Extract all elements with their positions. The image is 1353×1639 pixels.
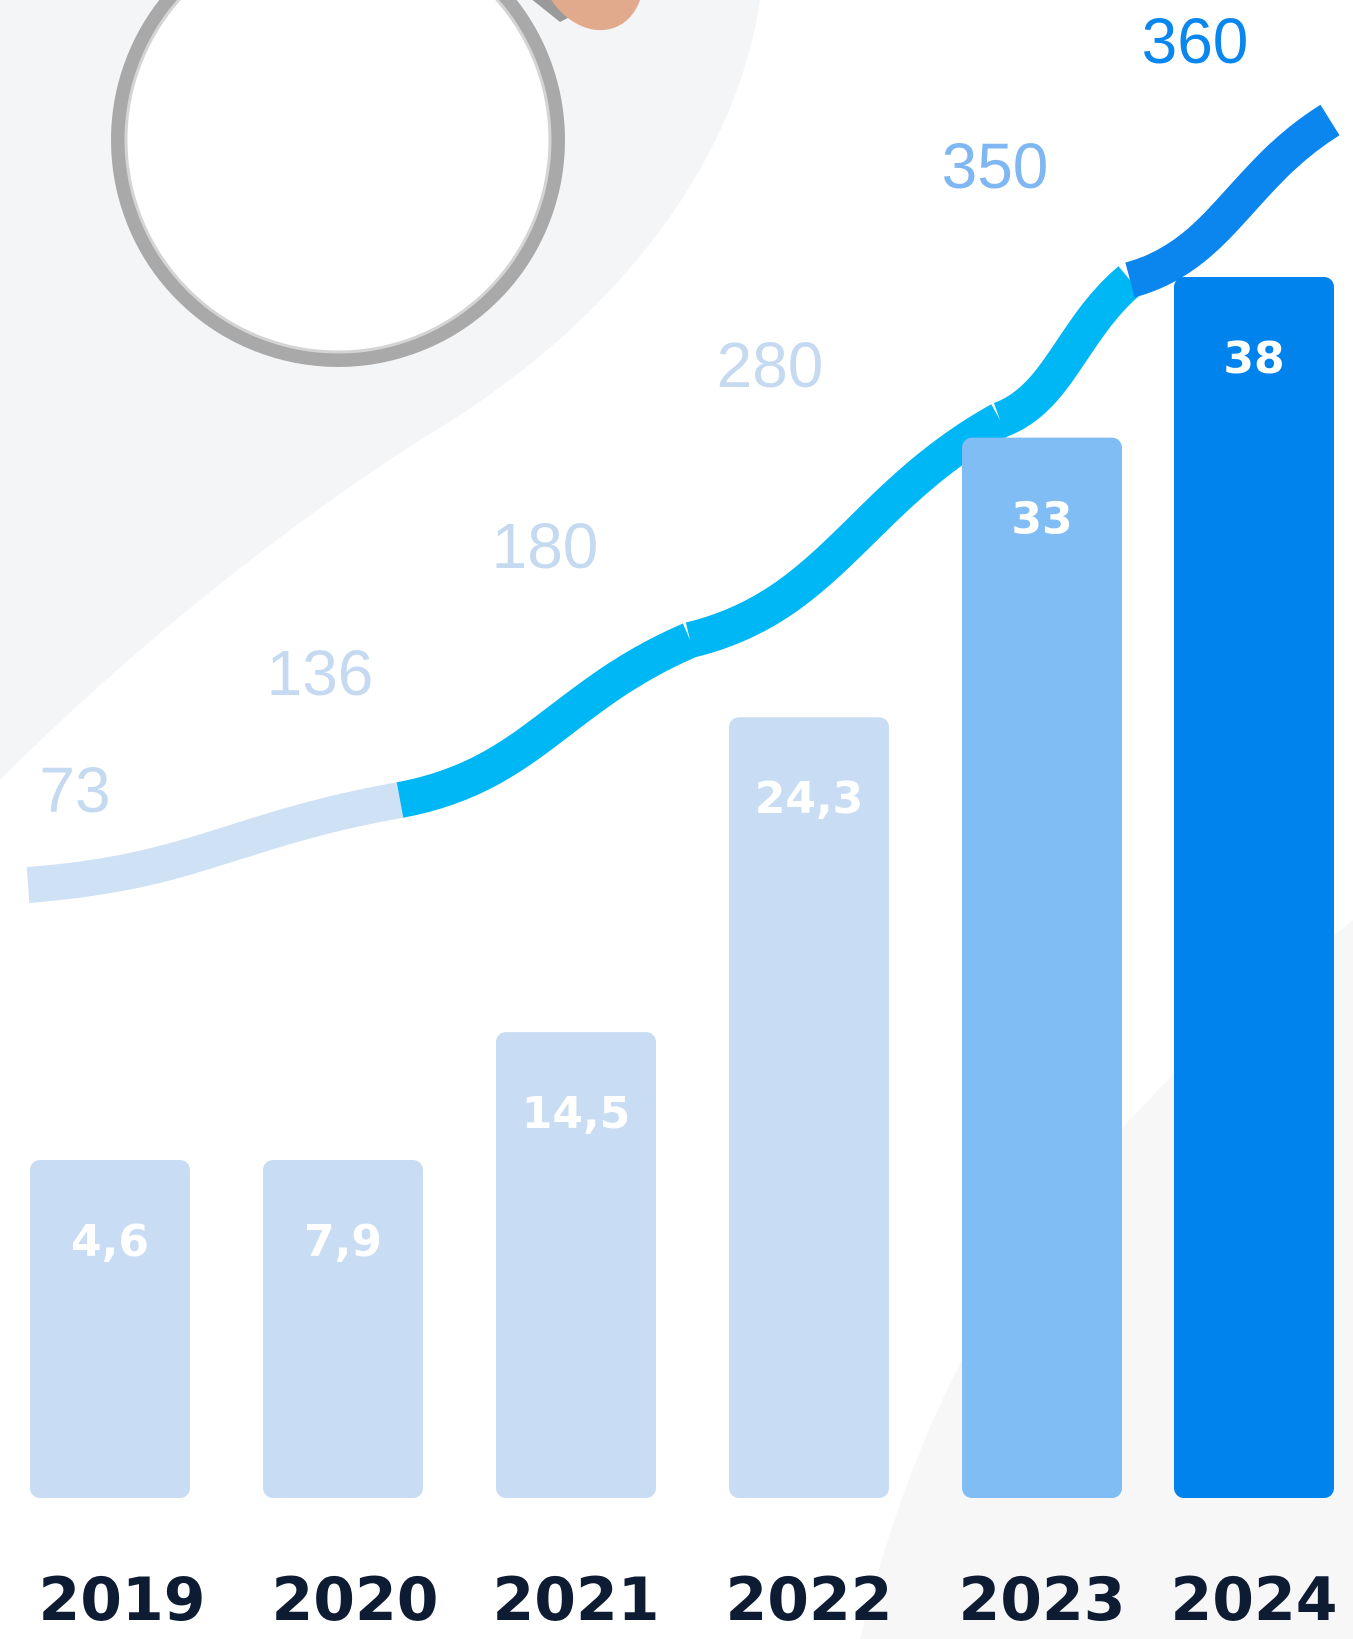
x-tick-label: 2024: [1171, 1565, 1338, 1635]
bar-2020: [263, 1160, 423, 1498]
bar-value-labels: 4,6 7,9 14,5 24,3 33 38: [71, 333, 1285, 1267]
line-segment: [685, 404, 1009, 658]
x-tick-label: 2020: [272, 1565, 439, 1635]
line-value-label: 73: [39, 754, 110, 826]
x-tick-label: 2021: [493, 1565, 660, 1635]
bar-series: [30, 277, 1334, 1498]
bar-2021: [496, 1032, 656, 1498]
line-segment: [26, 782, 404, 903]
x-axis-labels: 2019 2020 2021 2022 2023 2024: [39, 1565, 1338, 1635]
line-value-label: 360: [1142, 5, 1249, 77]
bar-value-label: 38: [1223, 333, 1284, 384]
line-value-label: 136: [267, 637, 374, 709]
bar-2024: [1174, 277, 1334, 1498]
bar-2023: [962, 437, 1122, 1498]
bar-value-label: 24,3: [755, 773, 864, 824]
bar-value-label: 33: [1011, 494, 1072, 545]
line-segment: [992, 266, 1142, 437]
bar-value-label: 7,9: [304, 1216, 382, 1267]
line-segment: [1124, 104, 1340, 298]
x-tick-label: 2023: [959, 1565, 1126, 1635]
bar-2019: [30, 1160, 190, 1498]
x-tick-label: 2022: [726, 1565, 893, 1635]
line-value-label: 350: [942, 130, 1049, 202]
line-value-label: 280: [717, 329, 824, 401]
bar-value-label: 14,5: [522, 1088, 631, 1139]
line-segment: [396, 623, 698, 818]
magnifying-glass-icon: [111, 0, 640, 367]
line-value-label: 180: [492, 510, 599, 582]
line-series: [26, 104, 1340, 903]
x-tick-label: 2019: [39, 1565, 206, 1635]
bar-2022: [729, 717, 889, 1498]
line-value-labels: 73 136 180 280 350 360: [39, 5, 1248, 826]
bar-value-label: 4,6: [71, 1216, 149, 1267]
